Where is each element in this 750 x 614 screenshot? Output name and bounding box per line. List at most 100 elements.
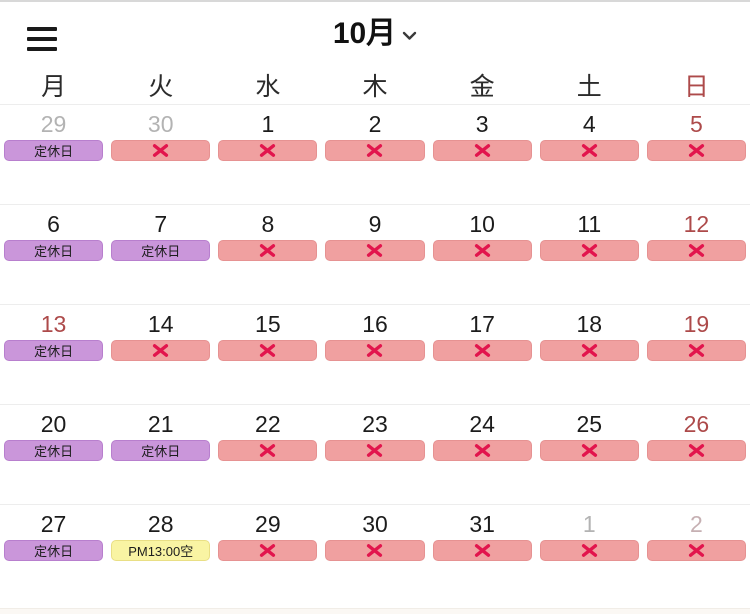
day-cell-29[interactable]: 29 定休日: [0, 111, 107, 204]
closed-badge: [432, 440, 532, 461]
month-selector[interactable]: 10月: [333, 19, 417, 49]
day-cell-30[interactable]: 30: [107, 111, 214, 204]
day-cell-28[interactable]: 28 PM13:00空: [107, 511, 214, 604]
day-cell-2[interactable]: 2: [321, 111, 428, 204]
x-icon: [688, 144, 705, 157]
day-cell-5[interactable]: 5: [643, 111, 750, 204]
month-title: 10月: [332, 17, 397, 50]
weekday-cell: 火: [148, 73, 174, 101]
day-cell-21[interactable]: 21 定休日: [107, 411, 214, 504]
day-cell-19[interactable]: 19: [643, 311, 750, 404]
day-number: 4: [582, 111, 596, 137]
week-row: 6 定休日 7 定休日 8 9 10 11 12: [0, 204, 750, 304]
day-cell-20[interactable]: 20 定休日: [0, 411, 107, 504]
badge-label: 定休日: [141, 244, 181, 259]
closed-badge: [325, 440, 425, 461]
day-number: 8: [261, 211, 275, 237]
x-icon: [581, 144, 597, 157]
holiday-badge: 定休日: [4, 140, 104, 161]
day-cell-23[interactable]: 23: [321, 411, 428, 504]
closed-badge: [646, 340, 746, 361]
day-number: 10: [469, 211, 495, 237]
x-icon: [367, 544, 383, 557]
x-icon: [367, 444, 383, 457]
day-number: 18: [576, 311, 603, 337]
day-cell-12[interactable]: 12: [643, 211, 750, 304]
x-icon: [474, 344, 490, 357]
day-number: 21: [147, 411, 174, 437]
day-number: 1: [582, 511, 596, 537]
day-cell-29[interactable]: 29: [214, 511, 321, 604]
closed-badge: [218, 340, 318, 361]
day-number: 6: [47, 211, 60, 237]
x-icon: [474, 244, 490, 257]
day-number: 22: [255, 411, 281, 437]
week-row: 29 定休日 30 1 2 3 4 5: [0, 104, 750, 204]
day-cell-1[interactable]: 1: [214, 111, 321, 204]
day-cell-26[interactable]: 26: [643, 411, 750, 504]
day-number: 17: [469, 311, 495, 337]
day-cell-27[interactable]: 27 定休日: [0, 511, 107, 604]
day-cell-24[interactable]: 24: [429, 411, 536, 504]
day-cell-3[interactable]: 3: [429, 111, 536, 204]
day-number: 20: [40, 411, 67, 437]
day-cell-7[interactable]: 7 定休日: [107, 211, 214, 304]
menu-button[interactable]: [27, 24, 61, 54]
x-icon: [581, 344, 597, 357]
day-cell-10[interactable]: 10: [429, 211, 536, 304]
closed-badge: [218, 440, 318, 461]
day-cell-31[interactable]: 31: [429, 511, 536, 604]
closed-badge: [646, 240, 746, 261]
hamburger-icon: [27, 47, 57, 51]
x-icon: [260, 144, 276, 157]
closed-badge: [539, 240, 639, 261]
weekday-cell: 月: [41, 73, 67, 101]
closed-badge: [539, 440, 639, 461]
day-cell-13[interactable]: 13 定休日: [0, 311, 107, 404]
x-icon: [367, 344, 383, 357]
day-cell-17[interactable]: 17: [429, 311, 536, 404]
day-cell-22[interactable]: 22: [214, 411, 321, 504]
x-icon: [153, 344, 169, 357]
day-cell-30[interactable]: 30: [321, 511, 428, 604]
x-icon: [260, 344, 276, 357]
x-icon: [474, 544, 490, 557]
closed-badge: [646, 440, 746, 461]
day-cell-8[interactable]: 8: [214, 211, 321, 304]
day-number: 16: [362, 311, 388, 337]
closed-badge: [325, 140, 425, 161]
day-cell-9[interactable]: 9: [321, 211, 428, 304]
closed-badge: [539, 540, 639, 561]
x-icon: [260, 544, 276, 557]
day-cell-11[interactable]: 11: [536, 211, 643, 304]
day-cell-25[interactable]: 25: [536, 411, 643, 504]
open-slot-badge: PM13:00空: [111, 540, 211, 561]
day-number: 14: [147, 311, 174, 337]
badge-label: 定休日: [141, 444, 181, 459]
day-cell-6[interactable]: 6 定休日: [0, 211, 107, 304]
day-cell-15[interactable]: 15: [214, 311, 321, 404]
weekday-row: 月火水木金土日: [0, 66, 750, 104]
day-cell-1[interactable]: 1: [536, 511, 643, 604]
day-number: 29: [255, 511, 281, 537]
calendar-grid: 29 定休日 30 1 2 3 4 5 6 定休日 7 定休日 8 9 10 11 12 13 定休日 14 15 16 1…: [0, 104, 750, 604]
top-edge: [0, 0, 750, 2]
day-cell-18[interactable]: 18: [536, 311, 643, 404]
hamburger-icon: [27, 37, 57, 41]
app-header: 10月: [0, 2, 750, 66]
closed-badge: [218, 240, 318, 261]
day-number: 23: [362, 411, 388, 437]
x-icon: [474, 444, 490, 457]
day-cell-4[interactable]: 4: [536, 111, 643, 204]
closed-badge: [218, 140, 318, 161]
day-cell-14[interactable]: 14: [107, 311, 214, 404]
holiday-badge: 定休日: [4, 240, 104, 261]
day-cell-16[interactable]: 16: [321, 311, 428, 404]
day-cell-2[interactable]: 2: [643, 511, 750, 604]
x-icon: [474, 144, 490, 157]
holiday-badge: 定休日: [111, 240, 211, 261]
x-icon: [688, 344, 705, 357]
closed-badge: [432, 540, 532, 561]
x-icon: [581, 444, 597, 457]
weekday-cell: 土: [576, 73, 602, 101]
